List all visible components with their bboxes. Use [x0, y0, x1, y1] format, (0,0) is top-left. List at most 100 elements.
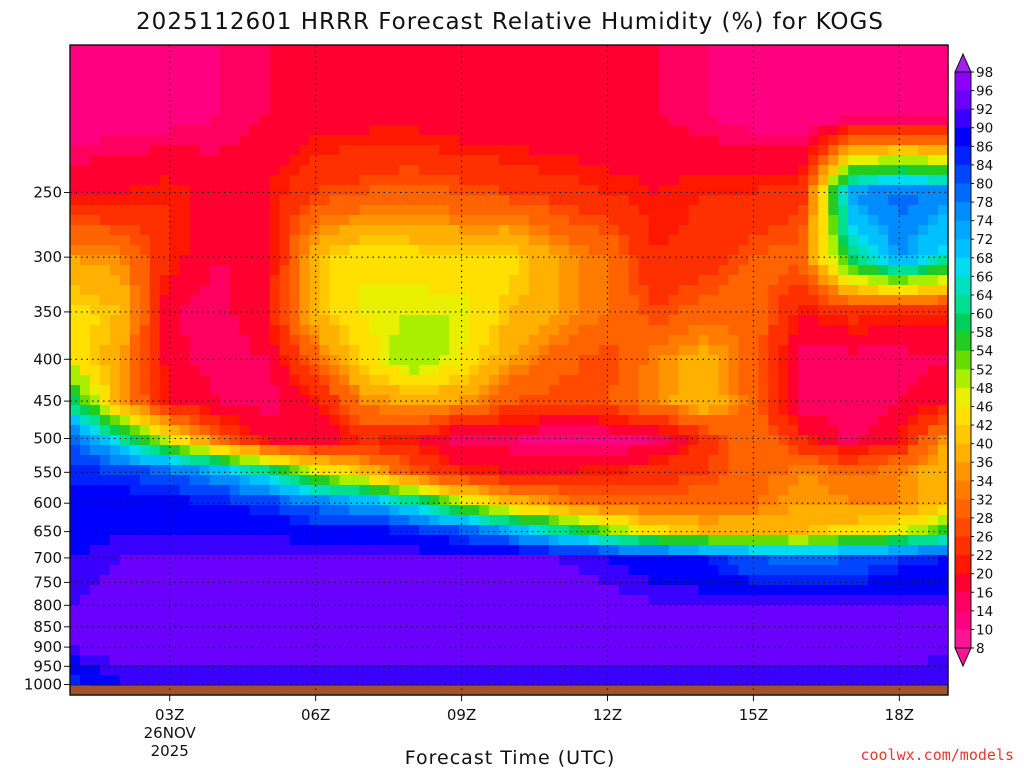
heat-cell	[79, 175, 91, 186]
heat-cell	[648, 65, 660, 76]
heat-cell	[528, 135, 540, 146]
heat-cell	[229, 605, 241, 616]
heat-cell	[509, 595, 520, 606]
heat-cell	[339, 325, 350, 336]
heat-cell	[189, 295, 201, 306]
heat-cell	[778, 535, 789, 546]
heat-cell	[399, 195, 410, 206]
heat-cell	[808, 235, 819, 246]
heat-cell	[89, 365, 101, 376]
heat-cell	[219, 245, 231, 256]
heat-cell	[459, 165, 470, 176]
heat-cell	[139, 565, 151, 576]
heat-cell	[129, 325, 141, 336]
heat-cell	[648, 175, 660, 186]
heat-cell	[129, 395, 141, 406]
heat-cell	[558, 555, 570, 566]
heat-cell	[299, 405, 311, 416]
heat-cell	[229, 325, 241, 336]
heat-cell	[259, 195, 271, 206]
heat-cell	[509, 295, 520, 306]
heat-cell	[578, 45, 590, 56]
heat-cell	[738, 235, 750, 246]
heat-cell	[528, 175, 540, 186]
heat-cell	[389, 375, 400, 386]
heat-cell	[878, 425, 889, 436]
heat-cell	[459, 535, 470, 546]
heat-cell	[538, 535, 550, 546]
heat-cell	[608, 85, 620, 96]
heat-cell	[568, 65, 580, 76]
heat-cell	[708, 185, 720, 196]
heat-cell	[768, 485, 779, 496]
heat-cell	[888, 595, 899, 606]
heat-cell	[638, 125, 650, 136]
heat-cell	[558, 365, 570, 376]
heat-cell	[389, 155, 400, 166]
heat-cell	[898, 345, 909, 356]
heat-cell	[738, 425, 750, 436]
heat-cell	[538, 565, 550, 576]
heat-cell	[199, 75, 211, 86]
heat-cell	[359, 445, 370, 456]
heat-cell	[229, 335, 241, 346]
heat-cell	[878, 365, 889, 376]
heat-cell	[918, 225, 929, 236]
heat-cell	[119, 45, 131, 56]
heat-cell	[668, 245, 680, 256]
heat-cell	[528, 605, 540, 616]
heat-cell	[279, 165, 291, 176]
heat-cell	[139, 535, 151, 546]
heat-cell	[618, 245, 630, 256]
heat-cell	[399, 45, 410, 56]
heat-cell	[229, 595, 241, 606]
heat-cell	[718, 155, 730, 166]
heat-cell	[209, 65, 221, 76]
heat-cell	[369, 605, 380, 616]
heat-cell	[79, 395, 91, 406]
heat-cell	[219, 355, 231, 366]
heat-cell	[858, 45, 869, 56]
heat-cell	[688, 205, 700, 216]
heat-cell	[189, 375, 201, 386]
heat-cell	[399, 165, 410, 176]
heat-cell	[588, 345, 600, 356]
heat-cell	[79, 575, 91, 586]
heat-cell	[349, 255, 360, 266]
heat-cell	[249, 315, 261, 326]
heat-cell	[329, 475, 340, 486]
heat-cell	[479, 475, 490, 486]
heat-cell	[718, 135, 730, 146]
heat-cell	[159, 305, 171, 316]
heat-cell	[369, 75, 380, 86]
heat-cell	[918, 295, 929, 306]
heat-cell	[269, 585, 281, 596]
heat-cell	[439, 115, 450, 126]
heat-cell	[518, 435, 530, 446]
heat-cell	[618, 445, 630, 456]
heat-cell	[449, 135, 460, 146]
heat-cell	[518, 445, 530, 456]
heat-cell	[688, 495, 700, 506]
heat-cell	[848, 485, 859, 496]
heat-cell	[209, 375, 221, 386]
heat-cell	[199, 195, 211, 206]
heat-cell	[858, 355, 869, 366]
heat-cell	[329, 335, 340, 346]
heat-cell	[259, 205, 271, 216]
heat-cell	[469, 185, 480, 196]
heat-cell	[928, 355, 939, 366]
heat-cell	[528, 45, 540, 56]
heat-cell	[159, 495, 171, 506]
heat-cell	[818, 75, 829, 86]
heat-cell	[349, 395, 360, 406]
heat-cell	[399, 555, 410, 566]
heat-cell	[89, 75, 101, 86]
heat-cell	[249, 325, 261, 336]
heat-cell	[419, 135, 430, 146]
heat-cell	[528, 445, 540, 456]
heat-cell	[89, 465, 101, 476]
heat-cell	[219, 575, 231, 586]
heat-cell	[79, 565, 91, 576]
heat-cell	[249, 235, 261, 246]
